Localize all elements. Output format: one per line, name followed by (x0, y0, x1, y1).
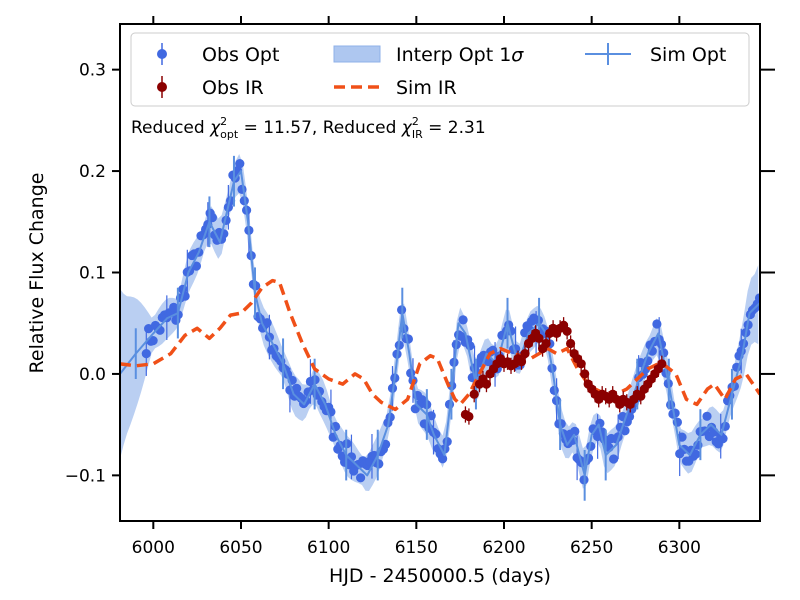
obs-opt-point (702, 411, 712, 421)
obs-opt-point (191, 261, 201, 271)
annotation-sub-2: IR (412, 128, 423, 141)
annotation-sup-1: 2 (220, 115, 227, 128)
sim-ir-line (120, 278, 760, 412)
axis-ticks: 6000 6050 6100 6150 6200 6250 6300 −0.1 0.0 0.1 0.… (65, 16, 775, 558)
obs-opt-point (458, 315, 468, 325)
legend-obs-opt-label: Obs Opt (202, 44, 279, 66)
obs-ir-point (636, 391, 646, 401)
legend-band-prefix: Interp Opt 1 (396, 44, 511, 66)
obs-ir-point (469, 389, 479, 399)
obs-ir-point (481, 379, 492, 389)
obs-opt-point (677, 432, 687, 442)
obs-opt-point (169, 302, 179, 312)
obs-opt-point (570, 426, 580, 436)
obs-ir-point (580, 369, 590, 379)
obs-opt-point (235, 159, 245, 169)
x-tick-label: 6050 (219, 538, 262, 558)
annotation-prefix-1: Reduced (131, 118, 210, 138)
legend-band-swatch (333, 45, 381, 63)
y-tick-label: −0.1 (65, 466, 106, 486)
obs-opt-point (148, 336, 158, 346)
y-axis-label: Relative Flux Change (26, 173, 48, 374)
x-tick-label: 6200 (482, 538, 525, 558)
x-tick-label: 6100 (307, 538, 350, 558)
obs-ir-point (657, 359, 667, 369)
legend-obs-opt-marker (157, 49, 167, 59)
chi-square-annotation: Reduced χ2 opt = 11.57, Reduced χ2 IR = 2.… (131, 115, 486, 141)
annotation-sup-2: 2 (412, 115, 419, 128)
annotation-sub-1: opt (220, 128, 239, 141)
obs-opt-point (237, 184, 247, 194)
y-tick-label: 0.0 (79, 365, 106, 385)
legend-sim-opt-label: Sim Opt (650, 44, 726, 66)
legend: Obs Opt Obs IR Interp Opt 1σ Sim IR Sim … (130, 32, 750, 107)
legend-frame (130, 32, 750, 107)
obs-opt-point (691, 449, 701, 459)
obs-opt-point (438, 454, 448, 464)
x-axis-label: HJD - 2450000.5 (days) (329, 565, 551, 587)
obs-ir-point (520, 349, 530, 359)
obs-ir-point (541, 338, 551, 349)
obs-opt-point (356, 473, 366, 483)
legend-obs-ir-marker (157, 82, 167, 92)
obs-opt-point (754, 293, 760, 303)
obs-ir-layer (460, 317, 667, 425)
annotation-eq-1: = 11.57, Reduced (238, 118, 402, 138)
legend-band-label: Interp Opt 1σ (396, 44, 524, 66)
obs-opt-point (292, 383, 302, 393)
obs-ir-point (566, 338, 576, 349)
obs-ir-point (534, 333, 544, 343)
obs-opt-point (718, 434, 728, 444)
x-tick-label: 6300 (658, 538, 701, 558)
obs-opt-point (609, 454, 619, 464)
x-tick-label: 6150 (395, 538, 438, 558)
obs-ir-point (576, 359, 586, 369)
x-tick-label: 6250 (570, 538, 613, 558)
y-tick-label: 0.1 (79, 264, 106, 284)
y-tick-label: 0.3 (79, 61, 106, 81)
obs-opt-point (374, 459, 384, 469)
legend-obs-ir-label: Obs IR (202, 77, 264, 99)
y-tick-label: 0.2 (79, 162, 106, 182)
obs-opt-point (483, 356, 493, 367)
x-tick-label: 6000 (132, 538, 175, 558)
obs-ir-point (562, 326, 572, 336)
legend-band-sigma: σ (511, 44, 524, 66)
annotation-eq-2: = 2.31 (423, 118, 486, 138)
sim-opt-line (120, 170, 760, 477)
annotation-chi-1: χ (209, 118, 221, 138)
legend-sim-ir-label: Sim IR (396, 77, 457, 99)
sim-ir-layer (120, 278, 760, 412)
obs-opt-point (141, 349, 151, 359)
annotation-chi-2: χ (401, 118, 413, 138)
obs-ir-point (464, 411, 474, 422)
obs-ir-point (516, 357, 527, 367)
obs-opt-point (403, 334, 413, 344)
obs-opt-point (652, 319, 662, 329)
